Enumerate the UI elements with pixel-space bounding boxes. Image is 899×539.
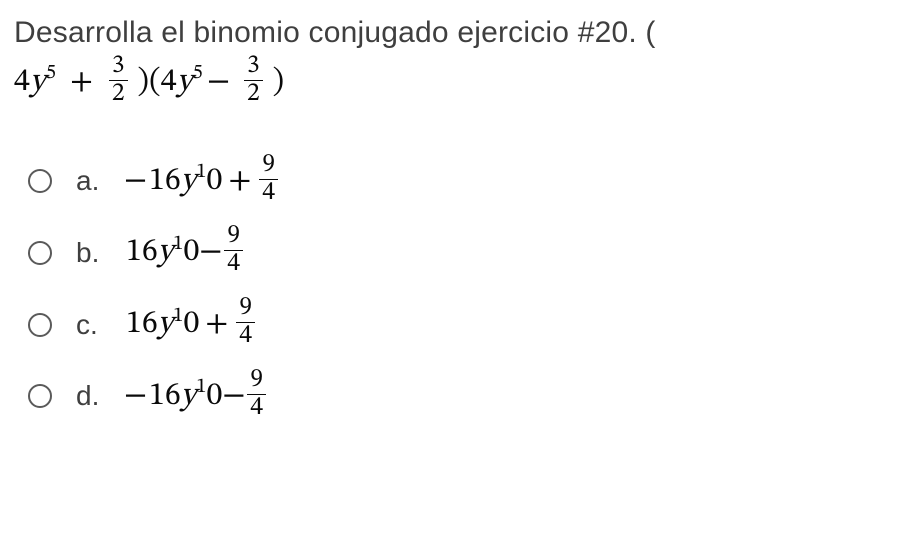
trailing-digit: 0 bbox=[207, 165, 223, 197]
coef: 16 bbox=[149, 165, 181, 197]
op: − bbox=[222, 380, 245, 412]
denominator: 2 bbox=[244, 81, 263, 108]
options-list: a. −16y10+94 b. 16y10−94 c. 16y10+94 d. … bbox=[14, 154, 885, 424]
fraction: 32 bbox=[244, 53, 263, 108]
denominator: 4 bbox=[236, 323, 255, 350]
op: − bbox=[199, 236, 222, 268]
exp: 1 bbox=[173, 305, 183, 326]
numerator: 9 bbox=[224, 223, 243, 251]
op: + bbox=[228, 165, 251, 197]
trailing-digit: 0 bbox=[183, 236, 199, 268]
op-minus: − bbox=[207, 66, 230, 98]
var: y bbox=[158, 308, 173, 340]
denominator: 4 bbox=[247, 395, 266, 422]
exp: 5 bbox=[192, 62, 203, 83]
coef: 16 bbox=[126, 236, 158, 268]
question-stem: Desarrolla el binomio conjugado ejercici… bbox=[14, 10, 885, 110]
fraction: 94 bbox=[259, 152, 278, 207]
paren-mid: )( bbox=[138, 66, 161, 98]
radio-icon[interactable] bbox=[28, 384, 52, 408]
coef: 4 bbox=[14, 66, 30, 98]
op: + bbox=[205, 308, 228, 340]
fraction: 32 bbox=[109, 53, 128, 108]
option-expression: 16y10−94 bbox=[124, 225, 245, 280]
coef: 16 bbox=[126, 308, 158, 340]
numerator: 3 bbox=[109, 53, 128, 81]
coef: 16 bbox=[149, 380, 181, 412]
radio-icon[interactable] bbox=[28, 241, 52, 265]
exp: 1 bbox=[173, 233, 183, 254]
option-expression: −16y10+94 bbox=[124, 154, 280, 209]
exp: 1 bbox=[196, 161, 206, 182]
numerator: 3 bbox=[244, 53, 263, 81]
radio-icon[interactable] bbox=[28, 313, 52, 337]
numerator: 9 bbox=[236, 295, 255, 323]
numerator: 9 bbox=[259, 152, 278, 180]
trailing-digit: 0 bbox=[207, 380, 223, 412]
var: y bbox=[158, 236, 173, 268]
sign: − bbox=[124, 380, 147, 412]
question-prefix: Desarrolla el binomio conjugado ejercici… bbox=[14, 16, 656, 49]
denominator: 4 bbox=[224, 251, 243, 278]
var: y bbox=[181, 165, 196, 197]
op-plus: + bbox=[70, 66, 93, 98]
coef: 4 bbox=[161, 66, 177, 98]
option-expression: 16y10+94 bbox=[124, 297, 257, 352]
fraction: 94 bbox=[247, 367, 266, 422]
radio-icon[interactable] bbox=[28, 169, 52, 193]
var: y bbox=[177, 66, 193, 98]
option-d[interactable]: d. −16y10−94 bbox=[28, 369, 885, 424]
trailing-digit: 0 bbox=[183, 308, 199, 340]
denominator: 4 bbox=[259, 180, 278, 207]
option-a[interactable]: a. −16y10+94 bbox=[28, 154, 885, 209]
question-expression: 4y5 + 32 )(4y5− 32 ) bbox=[14, 66, 284, 98]
exp: 1 bbox=[196, 376, 206, 397]
option-c[interactable]: c. 16y10+94 bbox=[28, 297, 885, 352]
var: y bbox=[30, 66, 46, 98]
option-label: b. bbox=[76, 237, 124, 269]
paren-close: ) bbox=[273, 66, 285, 98]
option-b[interactable]: b. 16y10−94 bbox=[28, 225, 885, 280]
option-label: a. bbox=[76, 165, 124, 197]
fraction: 94 bbox=[236, 295, 255, 350]
fraction: 94 bbox=[224, 223, 243, 278]
exp: 5 bbox=[46, 62, 57, 83]
var: y bbox=[181, 380, 196, 412]
numerator: 9 bbox=[247, 367, 266, 395]
sign: − bbox=[124, 165, 147, 197]
option-label: d. bbox=[76, 380, 124, 412]
denominator: 2 bbox=[109, 81, 128, 108]
option-label: c. bbox=[76, 309, 124, 341]
option-expression: −16y10−94 bbox=[124, 369, 268, 424]
